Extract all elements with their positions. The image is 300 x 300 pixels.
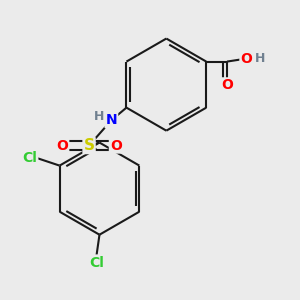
Text: N: N: [106, 113, 117, 127]
Text: O: O: [56, 139, 68, 152]
Text: H: H: [255, 52, 265, 65]
Text: Cl: Cl: [89, 256, 104, 269]
Text: Cl: Cl: [22, 151, 37, 165]
Text: O: O: [240, 52, 252, 66]
Text: O: O: [110, 139, 122, 152]
Text: S: S: [84, 138, 94, 153]
Text: H: H: [94, 110, 105, 123]
Text: O: O: [221, 78, 233, 92]
